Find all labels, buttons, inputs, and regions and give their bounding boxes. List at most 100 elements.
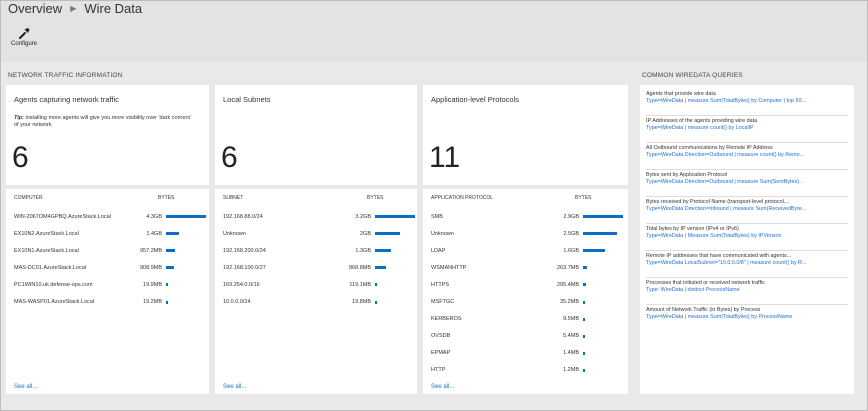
query-code[interactable]: Type=WireData Direction=Outbound | measu… xyxy=(646,179,804,185)
divider xyxy=(6,185,209,189)
query-item[interactable]: All Outbound communications by Remote IP… xyxy=(646,143,848,170)
query-code[interactable]: Type=WireData | measure Sum(TotalBytes) … xyxy=(646,98,806,104)
bytes-bar xyxy=(375,215,415,219)
table-row[interactable]: WSMANHTTP 263.7MB xyxy=(431,259,625,276)
row-bytes: 1.4MB xyxy=(563,350,579,357)
bar-cell xyxy=(583,259,625,276)
bar-cell xyxy=(166,276,208,293)
bytes-bar xyxy=(583,351,585,355)
panel-title: Agents capturing network traffic xyxy=(14,95,119,104)
breadcrumb: Overview ▶ Wire Data xyxy=(8,1,142,16)
table-row[interactable]: MAS-DC01.AzureStack.Local 908.9MB xyxy=(14,259,208,276)
row-bytes: 19.9MB xyxy=(143,281,162,288)
table-row[interactable]: Unknown 2.5GB xyxy=(431,225,625,242)
query-code[interactable]: Type=WireData Direction=Inbound | measur… xyxy=(646,206,807,212)
query-title: Total bytes by IP version (IPv4 or IPv6) xyxy=(646,226,739,232)
panel-title: Local Subnets xyxy=(223,95,271,104)
see-all-link[interactable]: See all... xyxy=(14,384,38,390)
query-code[interactable]: Type=WireData | Measure Sum(TotalBytes) … xyxy=(646,233,782,239)
query-code[interactable]: Type: WireData | distinct ProcessName xyxy=(646,287,740,293)
bar-cell xyxy=(166,242,208,259)
bytes-bar xyxy=(166,283,168,287)
breadcrumb-current: Wire Data xyxy=(84,1,143,16)
table-row[interactable]: EX10N2.AzureStack.Local 1.4GB xyxy=(14,225,208,242)
table-row[interactable]: HTTPS 205.4MB xyxy=(431,276,625,293)
query-item[interactable]: Agents that provide wire data Type=WireDa… xyxy=(646,89,848,116)
subnet-count: 6 xyxy=(221,141,238,174)
bar-cell xyxy=(166,259,208,276)
breadcrumb-overview[interactable]: Overview xyxy=(8,1,63,16)
row-bytes: 1.3GB xyxy=(355,247,371,254)
query-item[interactable]: Processes that initiated or received net… xyxy=(646,278,848,305)
table-row[interactable]: WIN-2067OM4GPBQ.AzureStack.Local 4.3GB xyxy=(14,208,208,225)
query-code[interactable]: Type=WireData Direction=Outbound | measu… xyxy=(646,152,805,158)
query-item[interactable]: Total bytes by IP version (IPv4 or IPv6)… xyxy=(646,224,848,251)
bytes-bar xyxy=(375,232,400,236)
query-item[interactable]: IP Addresses of the agents providing wir… xyxy=(646,116,848,143)
row-name: 192.168.200.0/24 xyxy=(223,247,266,254)
bytes-bar xyxy=(583,266,587,270)
query-item[interactable]: Remote IP addresses that have communicat… xyxy=(646,251,848,278)
see-all-link[interactable]: See all... xyxy=(431,384,455,390)
row-name: MAS-WASP01.AzureStack.Local xyxy=(14,299,95,306)
row-bytes: 4.3GB xyxy=(146,213,162,220)
table-row[interactable]: 192.168.88.0/24 3.2GB xyxy=(223,208,417,225)
table-row[interactable]: 192.168.200.0/24 1.3GB xyxy=(223,242,417,259)
row-name: 192.168.100.0/27 xyxy=(223,264,266,271)
bar-cell xyxy=(583,328,625,345)
tip-label: Tip: xyxy=(14,115,24,121)
bytes-bar xyxy=(583,215,623,219)
row-name: HTTPS xyxy=(431,281,450,288)
row-bytes: 19.2MB xyxy=(143,299,162,306)
table-row[interactable]: LDAP 1.6GB xyxy=(431,242,625,259)
row-name: EPMAP xyxy=(431,350,451,357)
table-row[interactable]: KERBEROS 9.5MB xyxy=(431,311,625,328)
section-title-network: NETWORK TRAFFIC INFORMATION xyxy=(8,72,123,79)
table-row[interactable]: Unknown 2GB xyxy=(223,225,417,242)
row-name: KERBEROS xyxy=(431,316,462,323)
row-name: OVSDB xyxy=(431,333,451,340)
bytes-bar xyxy=(375,283,377,287)
table-row[interactable]: PC1WIN10.uk.defense-ops.com 19.9MB xyxy=(14,276,208,293)
bar-cell xyxy=(583,293,625,310)
query-title: Bytes sent by Application Protocol xyxy=(646,172,728,178)
row-bytes: 9.5MB xyxy=(563,316,579,323)
table-row[interactable]: MAS-WASP01.AzureStack.Local 19.2MB xyxy=(14,293,208,310)
bytes-bar xyxy=(166,249,175,253)
query-title: IP Addresses of the agents providing wir… xyxy=(646,118,758,124)
row-bytes: 119.1MB xyxy=(349,281,371,288)
bar-cell xyxy=(583,225,625,242)
table-row[interactable]: OVSDB 5.4MB xyxy=(431,328,625,345)
table-row[interactable]: HTTP 1.2MB xyxy=(431,362,625,379)
table-row[interactable]: 192.168.100.0/27 868.8MB xyxy=(223,259,417,276)
bar-cell xyxy=(583,345,625,362)
see-all-link[interactable]: See all... xyxy=(223,384,247,390)
query-code[interactable]: Type=WireData | measure Sum(TotalBytes) … xyxy=(646,314,793,320)
subnets-table: 192.168.88.0/24 3.2GB Unknown 2GB 192.168.20… xyxy=(223,208,417,311)
bytes-bar xyxy=(583,249,605,253)
row-bytes: 263.7MB xyxy=(556,264,579,271)
query-item[interactable]: Bytes sent by Application Protocol Type=W… xyxy=(646,170,848,197)
query-item[interactable]: Amount of Network Traffic (in Bytes) by … xyxy=(646,305,848,332)
row-name: MAS-DC01.AzureStack.Local xyxy=(14,264,87,271)
table-row[interactable]: 10.0.0.0/24 19.8MB xyxy=(223,293,417,310)
bar-cell xyxy=(375,242,417,259)
table-row[interactable]: SMB 2.9GB xyxy=(431,208,625,225)
query-title: Bytes received by Protocol Name (transpo… xyxy=(646,199,790,205)
panel-protocols: Application-level Protocols 11 APPLICATI… xyxy=(423,85,628,394)
query-code[interactable]: Type=WireData LocalSubnet="10.0.0.0/8" |… xyxy=(646,260,807,266)
query-code[interactable]: Type=WireData | measure count() by Local… xyxy=(646,125,754,131)
table-row[interactable]: MSFTGC 35.2MB xyxy=(431,293,625,310)
row-bytes: 205.4MB xyxy=(556,281,579,288)
table-row[interactable]: EPMAP 1.4MB xyxy=(431,345,625,362)
bytes-bar xyxy=(583,334,585,338)
table-row[interactable]: EX10N1.AzureStack.Local 957.2MB xyxy=(14,242,208,259)
configure-button[interactable]: Configure xyxy=(8,27,40,47)
row-bytes: 35.2MB xyxy=(560,299,579,306)
query-item[interactable]: Bytes received by Protocol Name (transpo… xyxy=(646,197,848,224)
table-row[interactable]: 169.254.0.0/16 119.1MB xyxy=(223,276,417,293)
row-bytes: 1.2MB xyxy=(563,367,579,374)
bytes-bar xyxy=(166,300,168,304)
bytes-bar xyxy=(375,266,386,270)
